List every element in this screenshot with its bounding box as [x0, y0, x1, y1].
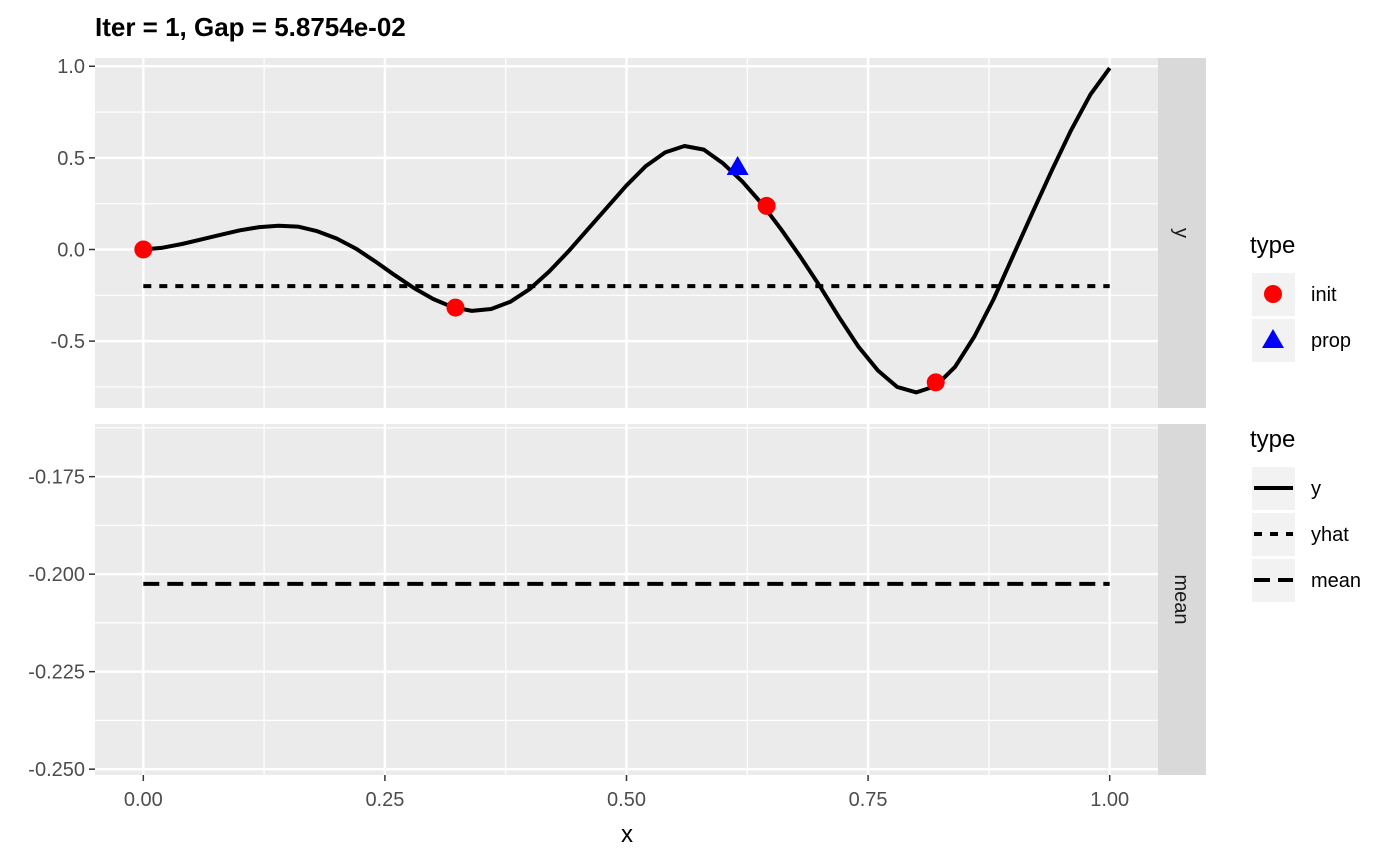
legend-title: type [1250, 426, 1295, 453]
strip-label: y [1170, 228, 1192, 238]
series-line-y [143, 66, 1112, 395]
chart-title: Iter = 1, Gap = 5.8754e-02 [95, 12, 406, 42]
legend-label: y [1311, 478, 1321, 500]
y-tick-label: -0.225 [28, 662, 85, 684]
strip-background [1158, 58, 1206, 408]
legend-marker-circle [1264, 285, 1282, 303]
point-init [757, 196, 776, 215]
legend-label: yhat [1311, 524, 1349, 546]
strip-label: mean [1170, 574, 1192, 624]
x-axis-label: x [621, 821, 633, 848]
legend-label: mean [1311, 570, 1361, 592]
legend-label: prop [1311, 330, 1351, 352]
y-tick-label: -0.250 [28, 759, 85, 781]
y-tick-label: -0.200 [28, 564, 85, 586]
strip-background [1158, 424, 1206, 775]
point-init [446, 298, 465, 317]
x-axis: 0.00 0.25 0.50 0.75 1.00 [124, 775, 1129, 811]
point-init [926, 373, 945, 392]
x-tick-label: 0.50 [607, 789, 646, 811]
legends: type init prop type y yhat mean [1250, 232, 1361, 602]
panel-mean: -0.175 -0.200 -0.225 -0.250 mean [28, 424, 1206, 781]
y-tick-label: -0.175 [28, 467, 85, 489]
point-prop [726, 156, 749, 176]
y-tick-label: 1.0 [57, 56, 85, 78]
x-tick-label: 0.75 [849, 789, 888, 811]
legend-title: type [1250, 232, 1295, 259]
y-tick-label: 0.5 [57, 148, 85, 170]
point-init [134, 240, 153, 259]
x-tick-label: 0.25 [365, 789, 404, 811]
x-tick-label: 1.00 [1090, 789, 1129, 811]
y-tick-label: 0.0 [57, 239, 85, 261]
panel-y: -0.5 0.0 0.5 1.0 y [51, 56, 1206, 408]
legend-marker-triangle [1262, 329, 1284, 348]
legend-label: init [1311, 284, 1337, 306]
y-tick-label: -0.5 [51, 331, 85, 353]
x-tick-label: 0.00 [124, 789, 163, 811]
